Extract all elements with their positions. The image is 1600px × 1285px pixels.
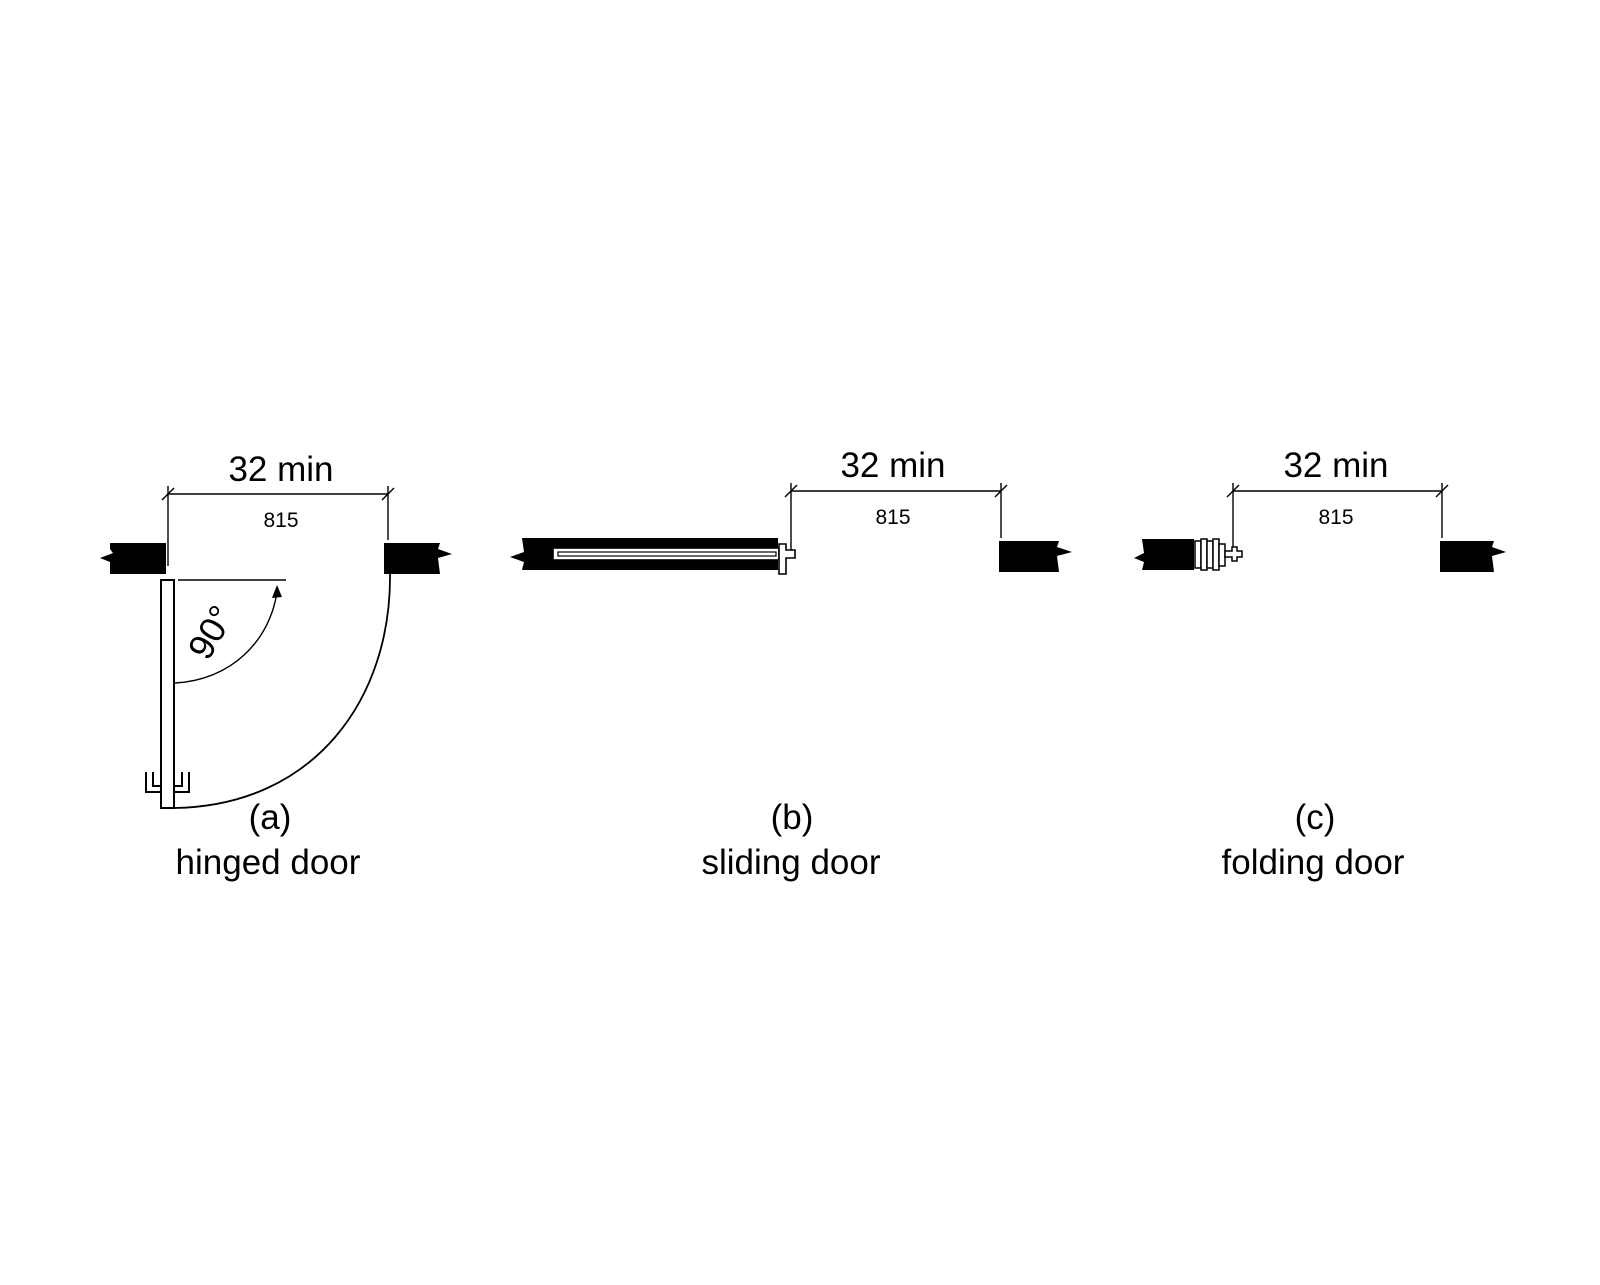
dimension-line-a [161, 486, 395, 566]
caption-sliding-door: sliding door [702, 843, 881, 882]
dimension-line-c [1226, 483, 1449, 556]
metric-label-c: 815 [1318, 506, 1353, 529]
panel-letter-a: (a) [249, 798, 292, 837]
panel-folding-door: 32 min 815 (c) folding door [1134, 446, 1506, 882]
panel-letter-b: (b) [771, 798, 814, 837]
panel-hinged-door: 32 min 815 90° (a) hinged door [100, 450, 452, 882]
hinged-door-leaf [160, 579, 175, 809]
caption-folding-door: folding door [1222, 843, 1405, 882]
dimension-label-c: 32 min [1283, 446, 1388, 485]
angle-arrowhead [272, 585, 282, 598]
folding-door-stack [1194, 538, 1243, 571]
dimension-line-b [784, 483, 1008, 556]
sliding-door-inner [557, 551, 777, 557]
panel-letter-c: (c) [1295, 798, 1336, 837]
wall-right-c [1440, 541, 1506, 572]
dimension-label-b: 32 min [840, 446, 945, 485]
angle-arc [174, 591, 278, 684]
sliding-door-pull [778, 543, 796, 575]
wall-right-a [384, 543, 452, 574]
panel-sliding-door: 32 min 815 (b) sliding door [510, 446, 1072, 882]
wall-left-c [1134, 539, 1194, 570]
door-handle [145, 772, 190, 793]
angle-label: 90° [179, 598, 242, 666]
dimension-label-a: 32 min [228, 450, 333, 489]
caption-hinged-door: hinged door [176, 843, 361, 882]
wall-right-b [999, 541, 1072, 572]
wall-left-a [100, 543, 166, 574]
metric-label-b: 815 [875, 506, 910, 529]
door-swing-arc [173, 571, 391, 809]
metric-label-a: 815 [263, 509, 298, 532]
